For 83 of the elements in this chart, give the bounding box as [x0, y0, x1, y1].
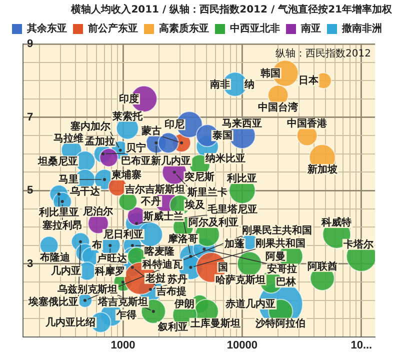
annotation: 利比里亚: [38, 206, 79, 218]
annotation: 阿尔及利亚: [188, 216, 238, 229]
annotation: 埃塞俄比亚: [27, 296, 78, 308]
annotation: 阿曼: [266, 250, 286, 263]
annotation: 南非: [208, 78, 230, 90]
annotation: 布: [90, 238, 102, 251]
annotation: 塔吉克斯坦: [96, 296, 148, 308]
annotation: 几内亚比绍: [44, 316, 96, 328]
y-tick-label: 9: [27, 38, 34, 50]
annotation: 斯威士兰: [142, 210, 184, 223]
annotation: 阿联酋: [307, 260, 338, 272]
annotation: 乌干达: [68, 186, 101, 198]
annotation: 吉尔吉斯斯坦: [124, 184, 185, 196]
annotation: 安哥拉: [267, 263, 298, 276]
annotation: 利比亚: [226, 172, 258, 185]
annotation: 贝宁: [125, 142, 146, 154]
annotation: 纳: [243, 78, 254, 90]
annotation: 国: [218, 262, 228, 274]
annotation: 马拉维: [54, 132, 84, 144]
legend-label: 高素质东亚: [159, 22, 209, 35]
annotation: 埃及: [184, 199, 206, 212]
annotation: 叙利亚: [156, 321, 188, 334]
legend-label: 南亚: [300, 22, 321, 35]
annotation: 布隆迪: [39, 252, 72, 264]
x-tick-label: 10...: [350, 340, 372, 352]
annotation: 科摩罗: [94, 266, 126, 278]
annotation: 摩洛哥: [167, 233, 198, 246]
annotation: 科特迪瓦: [141, 258, 182, 271]
annotation: 柬埔寨: [110, 168, 142, 181]
annotation: 巴林: [276, 276, 298, 288]
annotation: 苏丹: [166, 273, 188, 286]
annotation: 科威特: [320, 216, 352, 229]
annotation: 卢旺达: [96, 252, 128, 265]
annotation: 伊朗: [174, 298, 195, 310]
annotation: 中国台湾: [258, 101, 300, 114]
annotation: 新加坡: [306, 164, 338, 176]
annotation: 斯里兰卡: [186, 186, 228, 198]
annotation: 尼泊尔: [82, 206, 114, 218]
chart-title: 横轴人均收入2011 / 纵轴：西民指数2012 / 气泡直径按21年增率加权: [70, 4, 393, 16]
annotation: 沙特阿拉伯: [254, 317, 306, 330]
x-tick-label: 1000: [110, 340, 136, 352]
annotation: 蒙古: [140, 124, 162, 137]
legend-label: 其余东亚: [26, 22, 67, 35]
y-tick-label: 5: [27, 184, 34, 197]
annotation: 马里: [58, 174, 79, 186]
annotation: 刚果共和国: [256, 238, 306, 250]
annotation: 中国香港: [287, 118, 328, 130]
annotation: 纳米比亚: [204, 152, 246, 165]
annotation: 泰国: [211, 130, 232, 142]
annotation: 韩国: [259, 67, 280, 80]
annotation: 加蓬: [223, 238, 244, 250]
annotation: 日本: [298, 74, 320, 87]
annotation: 塞拉利昂: [41, 220, 82, 232]
annotation: 土库曼斯坦: [189, 317, 240, 330]
annotation: 毛里塔尼亚: [206, 204, 258, 216]
legend-label: 前公产东亚: [87, 22, 138, 35]
legend-label: 中西亚北非: [230, 22, 280, 35]
annotation: 乌兹别克斯坦: [56, 283, 118, 296]
annotation: 赤道几内亚: [224, 298, 276, 310]
annotation: 印尼: [164, 118, 184, 131]
annotation: 尼日利亚: [102, 228, 144, 241]
annotation: 老挝: [144, 272, 166, 284]
annotation: 坦桑尼亚: [36, 155, 78, 168]
annotation: 马来西亚: [222, 118, 262, 130]
legend-label: 撒南非洲: [341, 22, 382, 35]
annotation: 乍得: [115, 309, 136, 322]
annotation: 吉布提: [155, 286, 186, 298]
annotation: 哈萨克斯坦: [215, 274, 266, 286]
annotation: 塞内加尔: [69, 120, 112, 132]
annotation: 几内亚: [50, 265, 82, 278]
annotation: 孟加拉: [84, 136, 115, 148]
annotation: 莱索托: [111, 110, 144, 122]
y-tick-label: 3: [27, 258, 34, 270]
y-tick-label: 7: [27, 111, 34, 124]
annotation: 刚果民主共和国: [242, 224, 312, 236]
annotation: 纵轴：西民指数2012: [276, 48, 371, 60]
annotation: 巴布亚新几内亚: [121, 154, 192, 167]
annotation: 突尼斯: [184, 170, 215, 183]
x-tick-label: 10000: [226, 340, 258, 352]
annotation: 不丹: [140, 196, 162, 208]
annotation: 喀麦隆: [144, 246, 174, 258]
annotation: 卡塔尔: [342, 238, 374, 251]
annotation: 印度: [118, 93, 139, 106]
